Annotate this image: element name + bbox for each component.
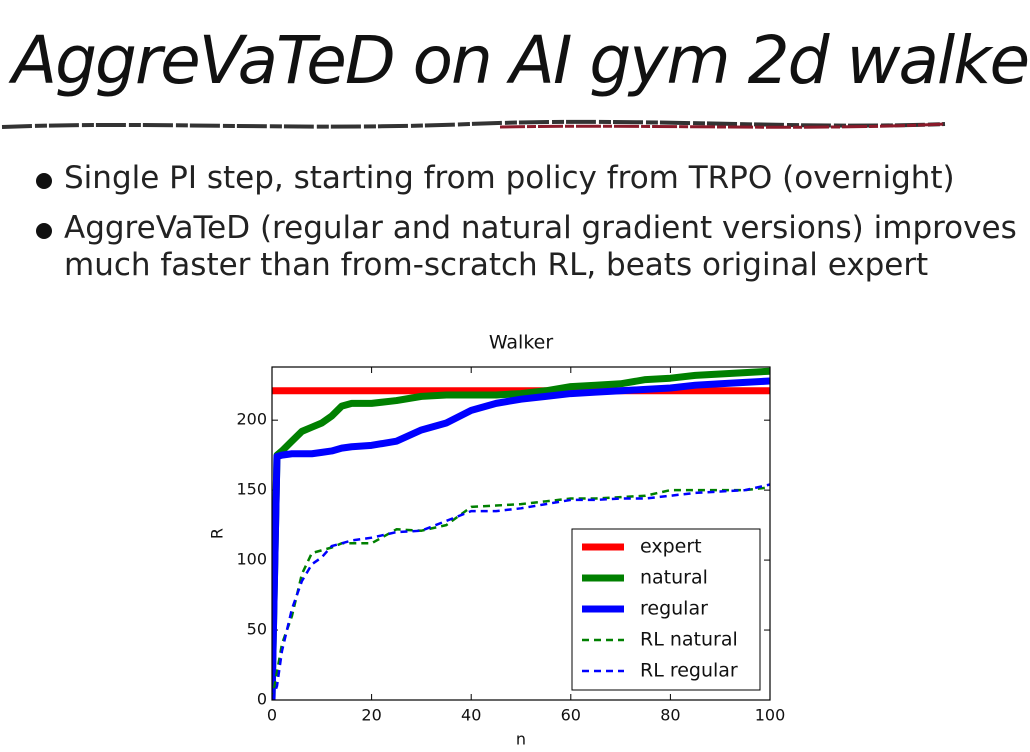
x-tick-label: 60	[561, 706, 581, 725]
y-axis-label: R	[208, 528, 227, 539]
x-tick-label: 100	[755, 706, 786, 725]
y-tick-label: 200	[236, 410, 267, 429]
x-tick-label: 0	[267, 706, 277, 725]
legend-label: expert	[640, 536, 702, 558]
legend-label: regular	[640, 598, 708, 620]
series-line	[272, 377, 770, 701]
y-tick-label: 100	[236, 550, 267, 569]
x-tick-label: 80	[660, 706, 680, 725]
plot-lines	[272, 367, 770, 701]
title-underline-red	[499, 122, 946, 129]
series-line	[272, 483, 770, 701]
chart-title: Walker	[489, 332, 554, 354]
series-line	[272, 367, 770, 701]
bullet-list: Single PI step, starting from policy fro…	[34, 160, 1024, 297]
series-line	[272, 486, 770, 701]
slide-title: AggreVaTeD on AI gym 2d walker	[12, 22, 1030, 99]
y-tick-label: 0	[257, 690, 267, 709]
x-tick-label: 20	[361, 706, 381, 725]
x-tick-label: 40	[461, 706, 481, 725]
legend-label: natural	[640, 567, 708, 589]
x-axis-label: n	[516, 730, 526, 749]
legend-label: RL regular	[640, 660, 738, 682]
y-tick-label: 50	[247, 620, 267, 639]
title-underline	[1, 119, 946, 129]
y-tick-label: 150	[236, 480, 267, 499]
plot-frame	[271, 366, 771, 701]
legend-label: RL natural	[640, 629, 738, 651]
bullet: AggreVaTeD (regular and natural gradient…	[34, 210, 1024, 284]
bullet: Single PI step, starting from policy fro…	[34, 160, 1024, 197]
